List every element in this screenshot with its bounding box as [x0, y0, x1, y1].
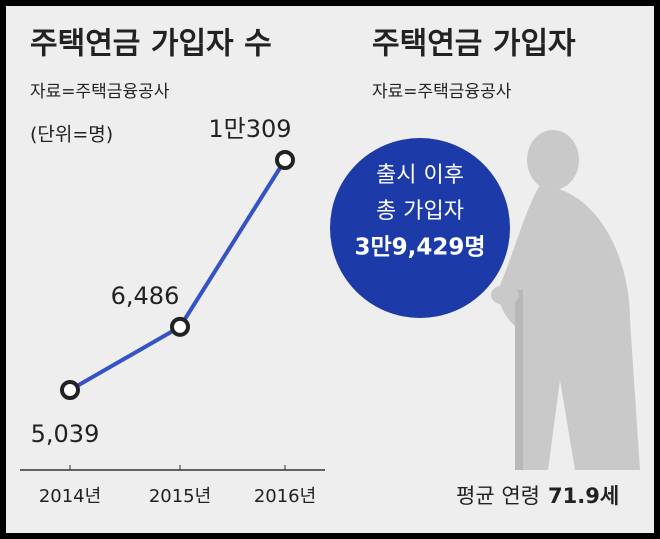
unit: (단위=명) — [30, 124, 113, 146]
x-tick-label: 2014년 — [39, 486, 101, 507]
value-label: 1만309 — [208, 115, 291, 143]
circle-line: 총 가입자 — [376, 199, 464, 224]
elderly-silhouette — [491, 130, 640, 470]
value-label: 6,486 — [111, 282, 180, 310]
point — [170, 316, 190, 337]
point — [60, 380, 80, 400]
x-tick-label: 2016년 — [254, 486, 316, 507]
circle-total: 3만9,429명 — [354, 235, 485, 261]
point — [275, 150, 295, 170]
value-label: 5,039 — [31, 420, 100, 448]
panel-title: 주택연금 가입자 — [372, 27, 576, 62]
panel-source: 자료=주택금융공사 — [372, 82, 512, 102]
summary-circle — [330, 138, 510, 318]
age-label: 평균 연령 — [456, 484, 540, 508]
chart-title: 주택연금 가입자 수 — [30, 27, 272, 62]
age-value: 71.9세 — [548, 484, 619, 508]
source: 자료=주택금융공사 — [30, 82, 170, 102]
x-tick-label: 2015년 — [149, 486, 211, 507]
circle-line: 출시 이후 — [376, 163, 464, 188]
